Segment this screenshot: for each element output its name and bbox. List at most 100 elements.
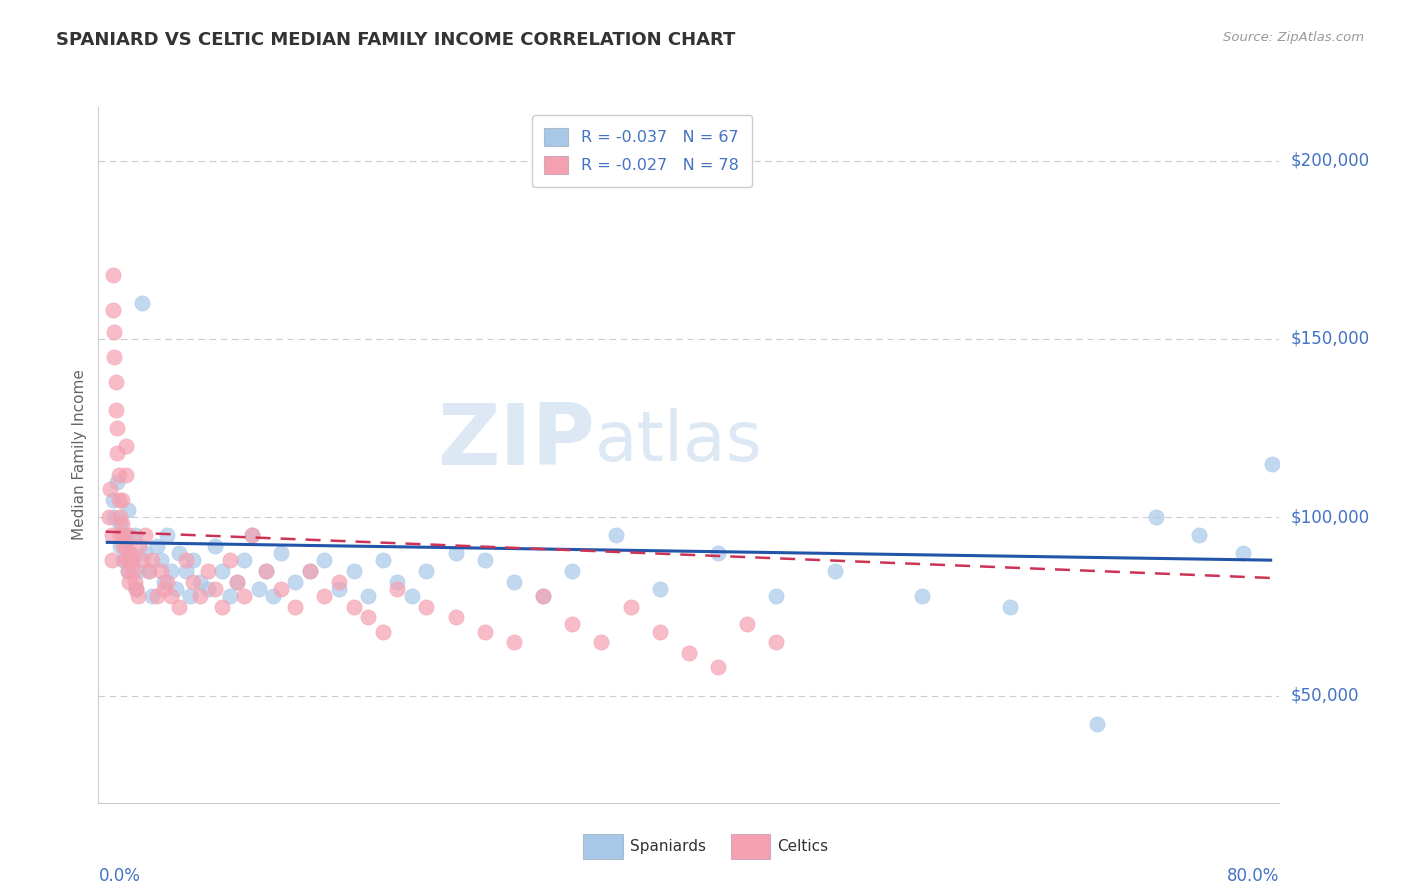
Point xyxy=(167,546,190,560)
Point xyxy=(121,553,143,567)
Point xyxy=(190,574,212,589)
Point xyxy=(233,589,256,603)
Point xyxy=(117,553,139,567)
Point xyxy=(226,574,249,589)
Text: $50,000: $50,000 xyxy=(1291,687,1360,705)
Point xyxy=(503,635,526,649)
Point xyxy=(115,467,138,482)
Point xyxy=(648,624,671,639)
Point xyxy=(605,528,627,542)
Point xyxy=(371,553,394,567)
Point xyxy=(444,546,467,560)
Point xyxy=(204,582,226,596)
Point xyxy=(125,582,148,596)
Point xyxy=(1232,546,1254,560)
Point xyxy=(110,510,132,524)
Point xyxy=(415,564,437,578)
Point xyxy=(1261,457,1284,471)
Point xyxy=(127,589,149,603)
Point xyxy=(765,635,787,649)
Point xyxy=(141,553,163,567)
Point xyxy=(190,589,212,603)
Point xyxy=(100,553,122,567)
Point xyxy=(138,564,160,578)
Point xyxy=(474,553,496,567)
Point xyxy=(125,582,148,596)
Point xyxy=(197,564,219,578)
Point xyxy=(118,528,141,542)
Point xyxy=(911,589,934,603)
Point xyxy=(387,582,409,596)
Point xyxy=(105,475,128,489)
Point xyxy=(104,403,127,417)
Point xyxy=(204,539,226,553)
Point xyxy=(131,553,153,567)
Point xyxy=(284,599,307,614)
Point xyxy=(254,564,277,578)
Point xyxy=(141,589,163,603)
Point xyxy=(110,528,132,542)
Point xyxy=(342,564,364,578)
Point xyxy=(211,599,233,614)
Text: Celtics: Celtics xyxy=(778,839,828,854)
Point xyxy=(100,528,122,542)
Point xyxy=(156,528,179,542)
Point xyxy=(114,528,136,542)
Point xyxy=(160,564,183,578)
Point xyxy=(181,553,204,567)
Point xyxy=(707,546,730,560)
Point xyxy=(112,528,135,542)
Point xyxy=(174,564,197,578)
Point xyxy=(118,546,141,560)
Point xyxy=(104,375,127,389)
Point xyxy=(122,564,145,578)
Point xyxy=(101,303,124,318)
Point xyxy=(134,528,156,542)
Text: 80.0%: 80.0% xyxy=(1227,867,1279,885)
Point xyxy=(101,268,124,282)
Text: $100,000: $100,000 xyxy=(1291,508,1369,526)
Point xyxy=(328,582,350,596)
Point xyxy=(179,589,201,603)
Point xyxy=(114,553,136,567)
Point xyxy=(117,564,139,578)
Point xyxy=(270,546,292,560)
Point xyxy=(110,517,132,532)
Point xyxy=(240,528,263,542)
Point xyxy=(1188,528,1211,542)
Point xyxy=(247,582,270,596)
Point xyxy=(314,589,336,603)
Point xyxy=(474,624,496,639)
Legend: R = -0.037   N = 67, R = -0.027   N = 78: R = -0.037 N = 67, R = -0.027 N = 78 xyxy=(531,115,752,187)
Point xyxy=(121,553,143,567)
Point xyxy=(314,553,336,567)
Point xyxy=(145,589,167,603)
Y-axis label: Median Family Income: Median Family Income xyxy=(72,369,87,541)
Point xyxy=(153,582,176,596)
Point xyxy=(105,446,128,460)
Point xyxy=(561,564,583,578)
Point xyxy=(531,589,554,603)
Point xyxy=(387,574,409,589)
Point xyxy=(138,564,160,578)
Point xyxy=(114,539,136,553)
Point xyxy=(97,510,120,524)
Point xyxy=(620,599,643,614)
Point xyxy=(103,510,125,524)
Point xyxy=(648,582,671,596)
Point xyxy=(112,553,135,567)
Point xyxy=(174,553,197,567)
Point xyxy=(270,582,292,596)
Point xyxy=(124,528,146,542)
Point xyxy=(105,421,128,435)
Point xyxy=(218,589,240,603)
Point xyxy=(150,553,173,567)
Point xyxy=(357,610,380,624)
Point xyxy=(124,574,146,589)
Text: 0.0%: 0.0% xyxy=(98,867,141,885)
Point xyxy=(108,492,131,507)
Point xyxy=(103,350,125,364)
Point xyxy=(134,546,156,560)
Point xyxy=(262,589,284,603)
Point xyxy=(824,564,846,578)
